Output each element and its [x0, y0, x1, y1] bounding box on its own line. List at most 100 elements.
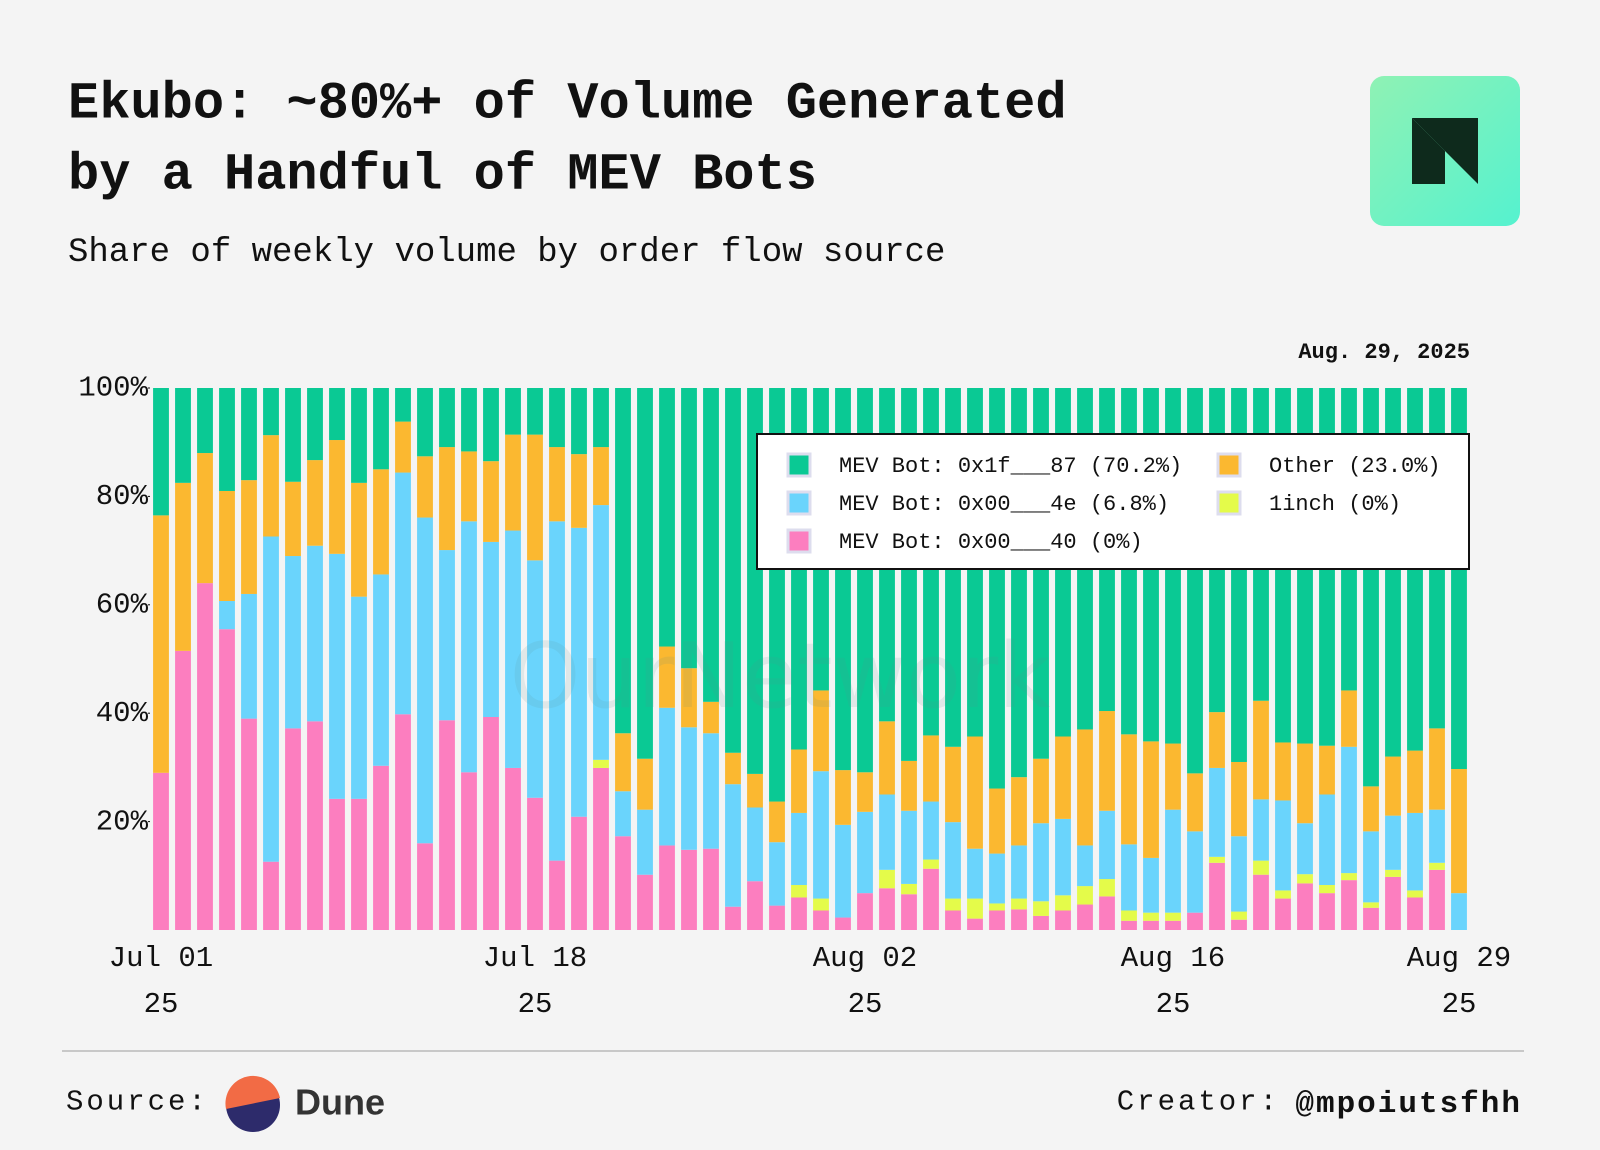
bar-segment [659, 388, 675, 647]
bar-segment [549, 860, 565, 930]
bar-segment [197, 453, 213, 584]
bar-segment [527, 434, 543, 561]
bar-segment [593, 505, 609, 760]
bar-segment [461, 521, 477, 773]
bar-segment [1165, 809, 1181, 913]
legend: MEV Bot: 0x00___40 (0%) 1inch (0%) MEV Bot… [756, 433, 1470, 570]
bar-segment [1385, 815, 1401, 870]
bar-segment [395, 388, 411, 422]
bar-segment [857, 893, 873, 930]
bar-segment [967, 898, 983, 919]
bar-segment [1275, 800, 1291, 891]
bar-segment [1429, 728, 1445, 810]
bar-segment [263, 536, 279, 862]
bar-segment [681, 388, 697, 669]
bar-segment [527, 388, 543, 435]
bar-segment [1341, 880, 1357, 930]
bar-segment [1011, 845, 1027, 899]
bar-segment [505, 530, 521, 768]
bar-segment [1407, 750, 1423, 813]
bar-segment [1275, 742, 1291, 801]
bar-segment [637, 809, 653, 875]
bar-segment [439, 550, 455, 721]
bar-segment [1077, 904, 1093, 930]
bar-segment [263, 861, 279, 930]
bar-segment [175, 650, 191, 930]
bar-segment [901, 883, 917, 895]
bar-segment [879, 794, 895, 870]
bar-segment [1319, 794, 1335, 886]
creator-label: Creator: [1117, 1086, 1280, 1119]
legend-swatch [1216, 452, 1242, 478]
bar-segment [813, 910, 829, 930]
date-annotation: Aug. 29, 2025 [1298, 340, 1470, 365]
bar-segment [703, 848, 719, 930]
bar-segment [1187, 831, 1203, 913]
bar-segment [923, 801, 939, 860]
bar-segment [703, 388, 719, 702]
bar-segment [703, 701, 719, 734]
x-tick-label: Jul 01 25 [109, 942, 213, 1021]
bar-segment [483, 716, 499, 930]
bar-segment [857, 772, 873, 812]
bar-segment [417, 456, 433, 518]
legend-label: MEV Bot: 0x00___4e (6.8%) [839, 492, 1169, 517]
bar-segment [1187, 912, 1203, 930]
bar-segment [1385, 876, 1401, 930]
bar-segment [505, 434, 521, 531]
bar-segment [681, 727, 697, 850]
bar-segment [989, 788, 1005, 854]
bar-segment [835, 770, 851, 825]
bar-segment [1363, 902, 1379, 908]
bar-segment [1121, 734, 1137, 845]
bar-segment [351, 798, 367, 930]
bar-segment [659, 646, 675, 708]
bar-segment [1429, 869, 1445, 930]
bar-segment [175, 482, 191, 651]
bar-segment [1121, 920, 1137, 930]
bar-segment [593, 388, 609, 448]
bar-segment [439, 720, 455, 930]
bar-segment [153, 772, 169, 930]
bar-segment [1033, 823, 1049, 902]
bar-segment [813, 771, 829, 899]
bar-segment [153, 515, 169, 773]
bar-segment [769, 801, 785, 843]
bar-segment [791, 812, 807, 886]
bar-segment [747, 807, 763, 882]
bar-segment [1253, 860, 1269, 875]
bar-segment [307, 388, 323, 461]
bar-segment [901, 894, 917, 930]
bar-segment [967, 918, 983, 930]
bar-segment [1407, 812, 1423, 891]
bar-segment [1253, 799, 1269, 861]
bar-segment [483, 388, 499, 462]
bar-segment [373, 469, 389, 575]
bar-segment [769, 905, 785, 930]
bar-segment [989, 853, 1005, 904]
bar-segment [879, 869, 895, 889]
bar-segment [1363, 907, 1379, 930]
bar-segment [1385, 756, 1401, 816]
bar-segment [219, 629, 235, 930]
bar-segment [1099, 810, 1115, 880]
bar-segment [373, 574, 389, 766]
bar-segment [945, 910, 961, 930]
bar-segment [571, 816, 587, 930]
bar-segment [923, 859, 939, 869]
logo-shape [1412, 118, 1445, 184]
bar-segment [615, 836, 631, 930]
bar-segment [1231, 911, 1247, 920]
bar-segment [1077, 729, 1093, 846]
bar-segment [395, 421, 411, 473]
bar-segment [549, 388, 565, 448]
bar-segment [1099, 896, 1115, 930]
bar-segment [1231, 761, 1247, 837]
bar-segment [373, 388, 389, 470]
bar-segment [835, 917, 851, 930]
bar-segment [329, 440, 345, 554]
bar-segment [593, 759, 609, 768]
bar-segment [329, 553, 345, 799]
bar-segment [1143, 857, 1159, 913]
bar-segment [549, 521, 565, 861]
